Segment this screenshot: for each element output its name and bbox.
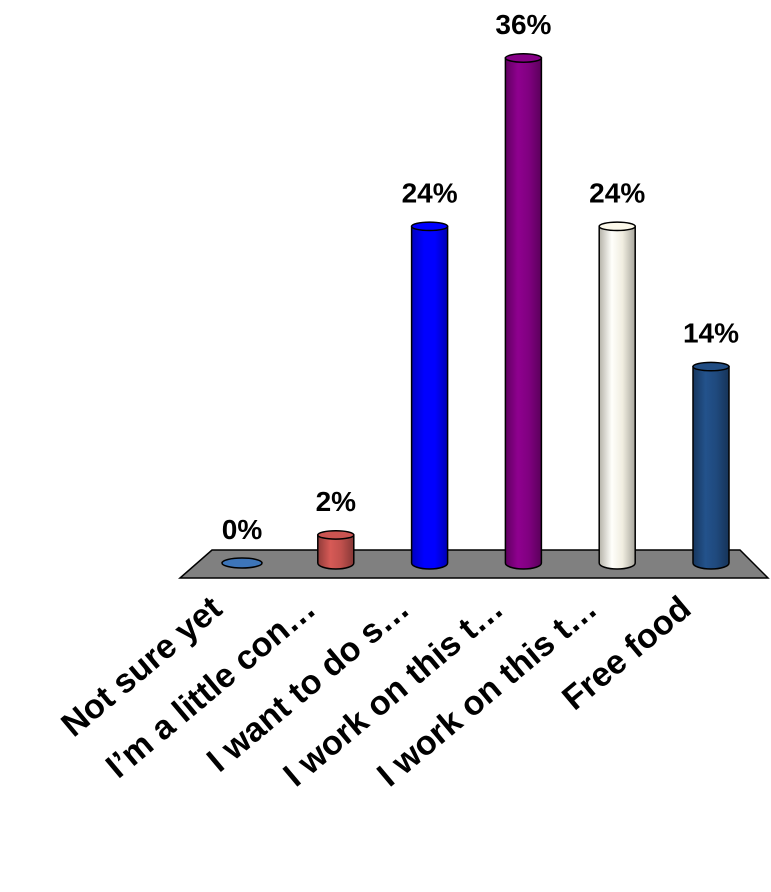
bar-cap-6 xyxy=(692,361,730,372)
bar-body-2 xyxy=(317,534,355,570)
bar-body-4 xyxy=(504,57,543,570)
value-label-4: 36% xyxy=(495,9,551,40)
value-label-3: 24% xyxy=(402,177,458,208)
chart-floor xyxy=(178,549,770,579)
bar-cap-3 xyxy=(410,221,449,232)
bar-2 xyxy=(317,529,355,570)
value-label-1: 0% xyxy=(222,514,263,545)
value-labels-group: 0% 2% 24% 36% 24% 14% xyxy=(222,9,739,545)
bar-cap-2 xyxy=(317,529,355,540)
bar-cap-1 xyxy=(221,557,263,569)
value-label-5: 24% xyxy=(589,177,645,208)
bar-1 xyxy=(221,557,263,569)
bar-body-3 xyxy=(410,225,449,570)
bar-body-5 xyxy=(598,225,636,570)
bar-cap-4 xyxy=(504,53,543,63)
bar-4 xyxy=(504,53,543,570)
bars-group xyxy=(221,53,730,570)
bar-3 xyxy=(410,221,449,570)
bar-cap-5 xyxy=(598,221,636,232)
value-label-2: 2% xyxy=(316,486,357,517)
bar-5 xyxy=(598,221,636,570)
bar-6 xyxy=(692,361,730,570)
value-label-6: 14% xyxy=(683,318,739,349)
bar-body-6 xyxy=(692,365,730,570)
